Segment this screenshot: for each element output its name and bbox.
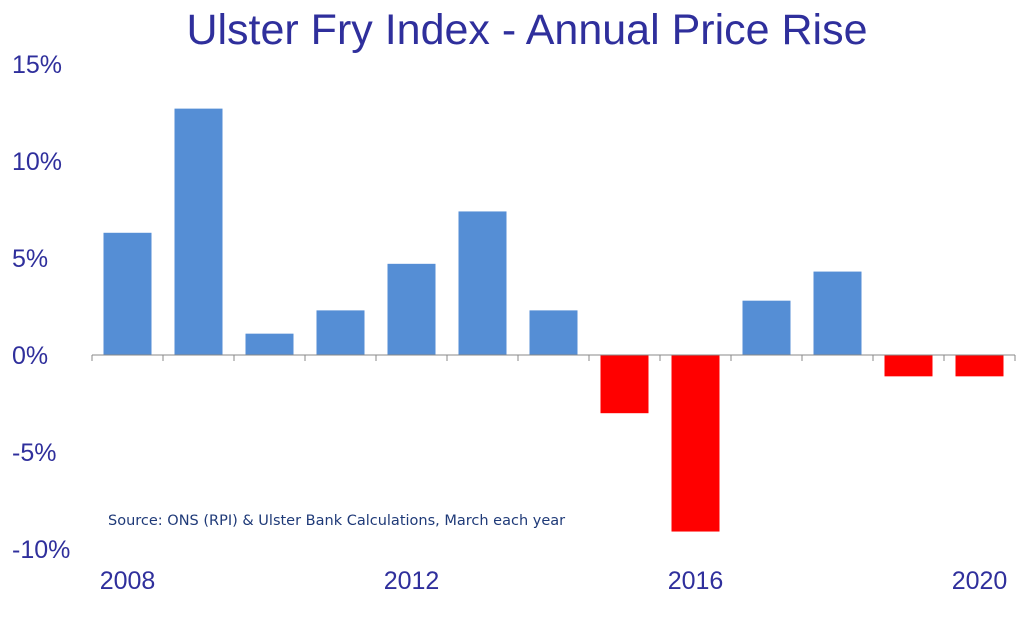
bar-2016 [671, 355, 720, 532]
bar-2013 [458, 211, 507, 355]
y-tick-label: 15% [12, 51, 62, 79]
x-tick-label: 2016 [668, 567, 724, 595]
bar-2015 [600, 355, 649, 414]
y-tick-label: 0% [12, 342, 48, 370]
x-tick-label: 2008 [100, 567, 156, 595]
x-tick-label: 2020 [952, 567, 1008, 595]
bar-2018 [813, 271, 862, 355]
source-annotation: Source: ONS (RPI) & Ulster Bank Calculat… [108, 513, 565, 529]
bar-2012 [387, 263, 436, 355]
bar-2009 [174, 108, 223, 356]
bar-2020 [955, 355, 1004, 377]
chart-title: Ulster Fry Index - Annual Price Rise [186, 6, 867, 54]
y-tick-label: 5% [12, 245, 48, 273]
bar-2011 [316, 310, 365, 355]
y-tick-label: 10% [12, 148, 62, 176]
bar-2010 [245, 333, 294, 355]
y-tick-label: -10% [12, 536, 70, 564]
bar-2014 [529, 310, 578, 355]
bar-2017 [742, 300, 791, 355]
y-tick-label: -5% [12, 439, 56, 467]
bar-2008 [103, 232, 152, 355]
x-tick-label: 2012 [384, 567, 440, 595]
bar-2019 [884, 355, 933, 377]
